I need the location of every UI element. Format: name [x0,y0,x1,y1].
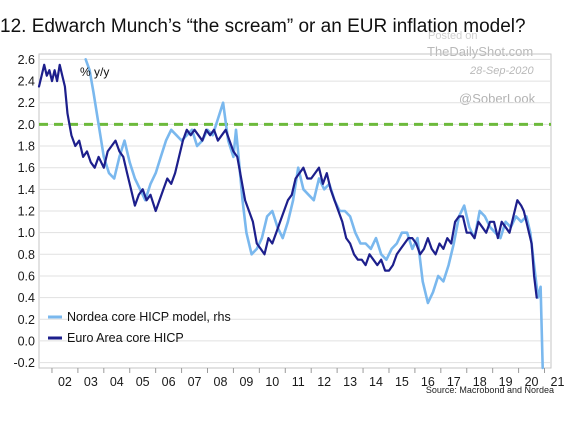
x-tick-label: 15 [395,375,409,389]
x-tick-label: 06 [162,375,176,389]
x-tick-label: 19 [499,375,513,389]
y-tick-label: 2.4 [18,75,35,89]
y-tick-label: 2.0 [18,118,35,132]
x-tick-label: 03 [84,375,98,389]
legend: Nordea core HICP model, rhs Euro Area co… [48,310,231,345]
x-tick-label: 20 [525,375,539,389]
y-tick-label: 0.0 [18,334,35,348]
y-tick-label: 1.6 [18,161,35,175]
x-tick-label: 14 [369,375,383,389]
y-unit-label: % y/y [80,65,109,79]
y-tick-label: -0.2 [13,356,35,370]
x-tick-label: 13 [343,375,357,389]
y-tick-label: 0.2 [18,313,35,327]
series-core-line [37,63,538,299]
y-tick-label: 2.6 [18,53,35,67]
x-axis: 02 03 04 05 06 07 08 09 10 11 12 13 14 15 16 17 18 19 20 21 [51,368,564,389]
y-axis: 2.6 2.4 2.2 2.0 1.8 1.6 1.4 1.2 1.0 0.8 0.6 0.4 0.2 0… [13,53,35,370]
x-tick-label: 16 [421,375,435,389]
x-tick-label: 12 [317,375,331,389]
y-tick-label: 0.4 [18,291,35,305]
x-tick-label: 08 [214,375,228,389]
x-tick-label: 02 [58,375,72,389]
x-tick-label: 18 [473,375,487,389]
y-tick-label: 0.8 [18,248,35,262]
x-tick-label: 17 [447,375,461,389]
x-tick-label: 04 [110,375,124,389]
y-tick-label: 1.0 [18,226,35,240]
y-tick-label: 1.4 [18,183,35,197]
x-tick-label: 07 [188,375,202,389]
legend-label-model: Nordea core HICP model, rhs [67,310,231,324]
legend-label-core: Euro Area core HICP [67,331,184,345]
watermark-date: 28-Sep-2020 [470,65,534,77]
y-tick-label: 1.2 [18,205,35,219]
watermark-posted: Posted on [428,30,478,42]
x-tick-label: 09 [239,375,253,389]
x-tick-label: 21 [551,375,564,389]
x-tick-label: 05 [136,375,150,389]
watermark-site: TheDailyShot.com [427,44,534,59]
series-layer [37,58,545,370]
y-tick-label: 2.2 [18,96,35,110]
chart-title: 12. Edwarch Munch’s “the scream” or an E… [0,16,526,37]
y-tick-label: 0.6 [18,269,35,283]
source-note: Source: Macrobond and Nordea [425,385,554,395]
x-tick-label: 11 [292,375,305,389]
y-tick-label: 1.8 [18,140,35,154]
x-tick-label: 10 [265,375,279,389]
